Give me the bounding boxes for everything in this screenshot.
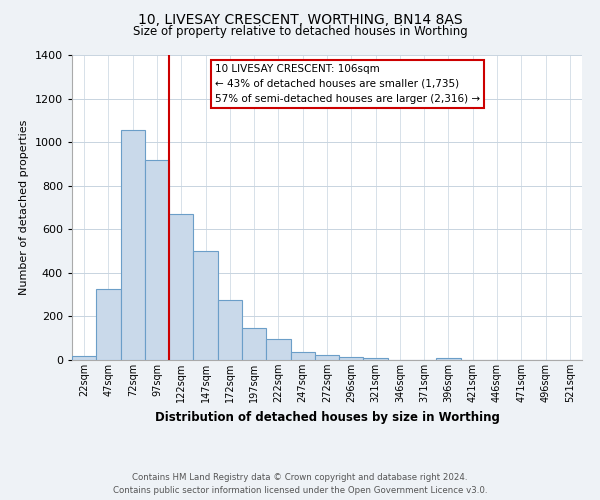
Bar [169, 214, 193, 360]
Bar [218, 300, 242, 360]
Bar [72, 356, 96, 360]
Bar [266, 340, 290, 360]
Text: 10, LIVESAY CRESCENT, WORTHING, BN14 8AS: 10, LIVESAY CRESCENT, WORTHING, BN14 8AS [137, 12, 463, 26]
Y-axis label: Number of detached properties: Number of detached properties [19, 120, 29, 295]
Text: Contains HM Land Registry data © Crown copyright and database right 2024.
Contai: Contains HM Land Registry data © Crown c… [113, 474, 487, 495]
Text: Size of property relative to detached houses in Worthing: Size of property relative to detached ho… [133, 25, 467, 38]
Bar [121, 130, 145, 360]
Bar [96, 288, 121, 360]
Bar [339, 356, 364, 360]
Bar [242, 328, 266, 360]
Bar [145, 160, 169, 360]
Bar [315, 355, 339, 360]
Bar [193, 251, 218, 360]
Bar [436, 358, 461, 360]
Bar [364, 358, 388, 360]
Text: 10 LIVESAY CRESCENT: 106sqm
← 43% of detached houses are smaller (1,735)
57% of : 10 LIVESAY CRESCENT: 106sqm ← 43% of det… [215, 64, 480, 104]
X-axis label: Distribution of detached houses by size in Worthing: Distribution of detached houses by size … [155, 410, 499, 424]
Bar [290, 352, 315, 360]
